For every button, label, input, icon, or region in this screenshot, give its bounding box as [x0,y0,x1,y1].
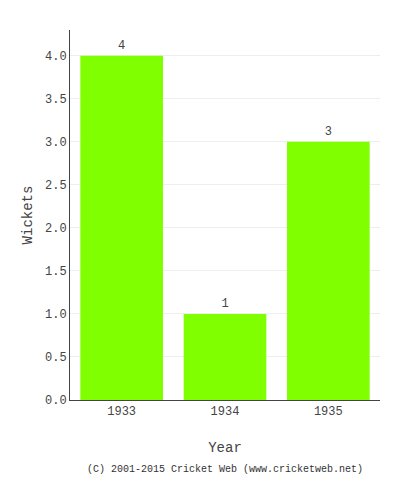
svg-text:(C) 2001-2015 Cricket Web (www: (C) 2001-2015 Cricket Web (www.cricketwe… [87,464,363,475]
svg-text:4.0: 4.0 [45,50,67,64]
svg-text:3: 3 [325,125,332,139]
svg-text:1935: 1935 [314,405,343,419]
svg-text:1.0: 1.0 [45,308,67,322]
svg-text:1934: 1934 [211,405,240,419]
svg-text:0.5: 0.5 [45,351,67,365]
svg-text:1.5: 1.5 [45,265,67,279]
svg-text:2.0: 2.0 [45,222,67,236]
svg-text:3.5: 3.5 [45,93,67,107]
svg-text:Year: Year [208,440,242,456]
svg-text:1: 1 [221,297,228,311]
svg-text:3.0: 3.0 [45,136,67,150]
svg-text:Wickets: Wickets [20,186,36,245]
svg-text:2.5: 2.5 [45,179,67,193]
svg-text:4: 4 [118,39,125,53]
svg-text:1933: 1933 [107,405,136,419]
svg-text:0.0: 0.0 [45,394,67,408]
